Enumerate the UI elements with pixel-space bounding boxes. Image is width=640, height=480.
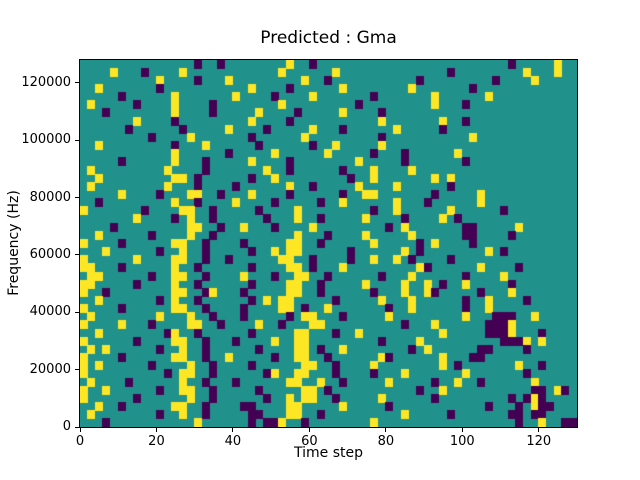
- x-axis-label: Time step: [294, 445, 363, 461]
- heatmap-canvas: [80, 60, 577, 427]
- x-tick-mark: [461, 428, 463, 432]
- x-tick-label: 20: [148, 434, 165, 449]
- x-tick-mark: [155, 428, 157, 432]
- y-tick-label: 100000: [21, 132, 71, 148]
- x-tick-label: 120: [526, 434, 552, 449]
- y-tick-label: 20000: [29, 361, 71, 377]
- y-tick-mark: [75, 254, 79, 256]
- x-tick-mark: [538, 428, 540, 432]
- y-tick-label: 80000: [29, 189, 71, 205]
- y-tick-mark: [75, 369, 79, 371]
- x-tick-mark: [79, 428, 81, 432]
- y-tick-label: 60000: [29, 246, 71, 262]
- x-tick-label: 100: [449, 434, 475, 449]
- y-tick-mark: [75, 82, 79, 84]
- x-tick-mark: [232, 428, 234, 432]
- y-tick-mark: [75, 311, 79, 313]
- x-tick-label: 40: [224, 434, 242, 449]
- y-tick-mark: [75, 197, 79, 199]
- x-tick-label: 80: [377, 434, 395, 449]
- x-tick-mark: [385, 428, 387, 432]
- y-tick-label: 120000: [21, 74, 71, 90]
- y-tick-mark: [75, 426, 79, 428]
- x-tick-label: 60: [301, 434, 318, 449]
- y-tick-mark: [75, 139, 79, 141]
- y-axis-label: Frequency (Hz): [6, 190, 22, 296]
- x-tick-mark: [308, 428, 310, 432]
- y-tick-label: 0: [62, 419, 71, 434]
- plot-area: [79, 59, 578, 428]
- plot-title: Predicted : Gma: [260, 28, 397, 48]
- y-tick-label: 40000: [29, 304, 71, 320]
- x-tick-label: 0: [75, 434, 85, 449]
